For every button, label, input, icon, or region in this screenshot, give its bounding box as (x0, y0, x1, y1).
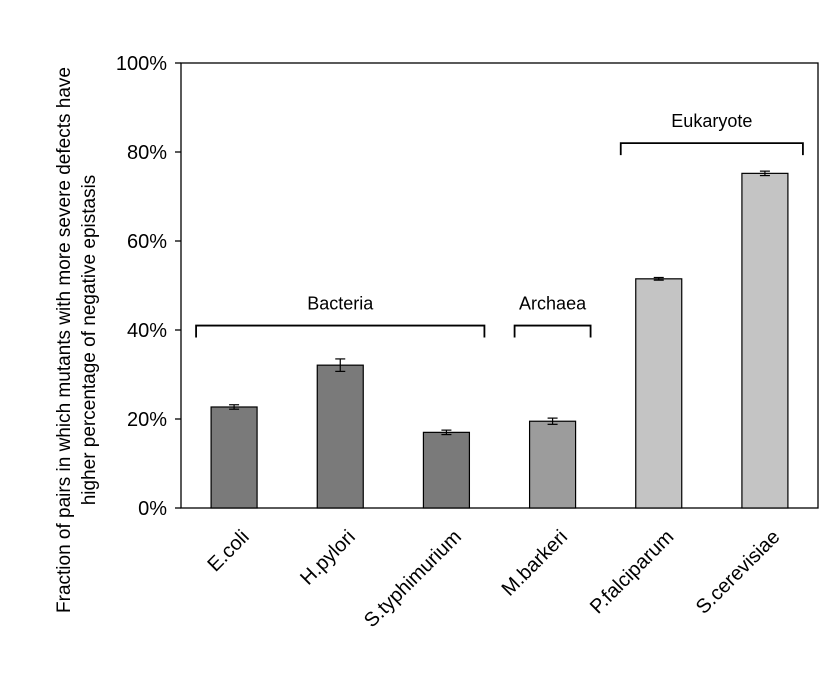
bars (210, 172, 789, 509)
y-tick-label: 100% (116, 53, 167, 75)
y-tick-label: 0% (138, 498, 167, 520)
y-tick-label: 80% (127, 142, 167, 164)
group-label: Eukaryote (671, 111, 752, 131)
y-tick-label: 40% (127, 320, 167, 342)
bar (316, 364, 364, 509)
x-tick-label: S.typhimurium (360, 526, 466, 632)
x-axis-tick-labels: E.coli H.pylori S.typhimurium M.barkeri P.fa… (203, 526, 784, 632)
error-bars (229, 170, 770, 436)
group-brackets: Bacteria Archaea Eukaryote (195, 111, 804, 338)
bar (210, 406, 258, 509)
bar (528, 420, 577, 509)
bar (422, 431, 471, 509)
group-label: Bacteria (307, 294, 374, 314)
group-bracket (619, 142, 804, 156)
bar (741, 172, 789, 509)
x-tick-label: H.pylori (296, 526, 359, 589)
plot-frame (180, 62, 819, 509)
x-tick-label: E.coli (203, 526, 253, 576)
group-bracket (513, 324, 592, 338)
y-axis-label: Fraction of pairs in which mutants with … (54, 67, 100, 613)
group-bracket (195, 324, 486, 338)
group-label: Archaea (519, 294, 587, 314)
x-tick-label: P.falciparum (586, 526, 678, 618)
y-tick-label: 20% (127, 409, 167, 431)
y-axis-label-line-1: Fraction of pairs in which mutants with … (54, 67, 75, 613)
x-tick-label: S.cerevisiae (692, 526, 785, 619)
y-axis-ticks: 0% 20% 40% 60% 80% 100% (116, 53, 181, 520)
y-axis-label-line-2: higher percentage of negative epistasis (79, 175, 100, 506)
bar (635, 278, 683, 509)
x-tick-label: M.barkeri (498, 526, 573, 601)
y-tick-label: 60% (127, 231, 167, 253)
